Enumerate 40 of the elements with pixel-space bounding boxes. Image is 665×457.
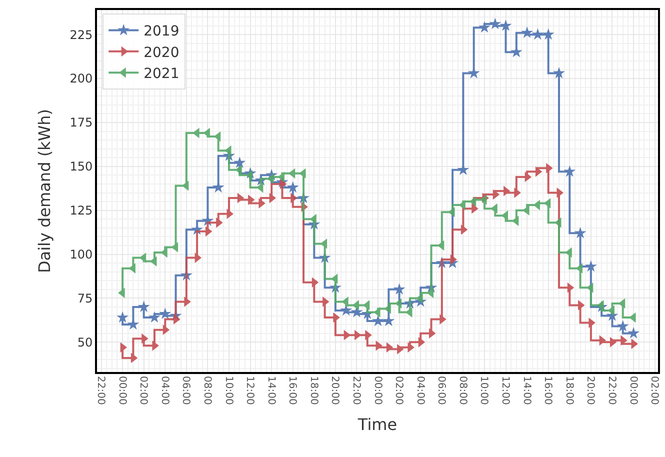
x-tick-label: 16:00 (286, 376, 298, 405)
y-tick-label: 50 (77, 335, 93, 350)
x-tick-label: 00:00 (372, 376, 383, 405)
x-tick-label: 22:00 (350, 376, 362, 405)
y-tick-label: 225 (70, 28, 93, 42)
x-tick-label: 04:00 (414, 376, 426, 405)
y-tick-label: 125 (70, 204, 93, 218)
y-tick-label: 100 (70, 247, 93, 262)
y-tick-label: 175 (70, 116, 93, 130)
legend-label: 2021 (144, 66, 180, 82)
x-tick-label: 08:00 (201, 376, 212, 405)
x-tick-label: 12:00 (244, 376, 256, 405)
x-tick-label: 20:00 (584, 376, 596, 405)
x-axis-title: Time (356, 415, 398, 434)
x-tick-label: 04:00 (158, 376, 170, 405)
x-tick-label: 02:00 (138, 376, 149, 405)
y-axis-title: Daily demand (kWh) (35, 108, 54, 274)
x-tick-label: 06:00 (180, 376, 192, 405)
x-tick-label: 20:00 (329, 376, 340, 405)
x-tick-label: 14:00 (265, 376, 276, 405)
x-tick-label: 10:00 (222, 376, 234, 405)
x-tick-label: 18:00 (308, 376, 319, 405)
x-tick-label: 08:00 (456, 376, 468, 405)
x-tick-label: 12:00 (500, 376, 511, 405)
x-tick-label: 16:00 (542, 376, 554, 405)
y-tick-label: 75 (77, 291, 93, 306)
x-tick-label: 02:00 (648, 376, 660, 405)
x-tick-label: 18:00 (563, 376, 574, 405)
y-tick-label: 200 (70, 72, 93, 86)
x-tick-label: 06:00 (436, 376, 447, 405)
x-tick-label: 00:00 (116, 376, 128, 405)
x-tick-label: 00:00 (627, 376, 638, 405)
x-tick-label: 22:00 (606, 376, 617, 405)
x-tick-label: 22:00 (95, 376, 106, 405)
legend-label: 2019 (144, 24, 180, 40)
x-tick-label: 14:00 (520, 376, 532, 405)
legend-label: 2020 (144, 44, 180, 61)
x-tick-label: 02:00 (393, 376, 404, 405)
x-tick-label: 10:00 (478, 376, 490, 405)
y-tick-label: 150 (70, 160, 93, 174)
